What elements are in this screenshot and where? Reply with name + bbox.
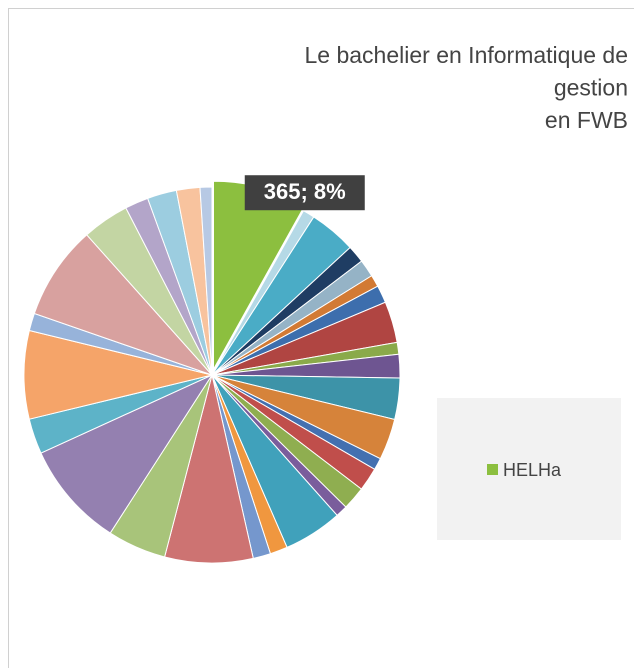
pie-slice: [33, 234, 214, 377]
chart-title: gestion: [554, 75, 628, 101]
data-label: 365; 8%: [264, 179, 346, 204]
legend-swatch: [487, 464, 498, 475]
legend-box: [437, 398, 621, 540]
pie: [23, 180, 401, 564]
chart-title: en FWB: [545, 107, 628, 133]
chart-title: Le bachelier en Informatique de: [305, 42, 629, 68]
pie-slice: [199, 186, 213, 376]
data-label-box: [244, 175, 365, 211]
labels: 365; 8%: [244, 175, 365, 211]
pie-slice: [40, 373, 214, 534]
title: Le bachelier en Informatique de gestion en…: [305, 42, 629, 133]
legend: HELHa: [487, 460, 562, 480]
legend-label: HELHa: [503, 460, 562, 480]
